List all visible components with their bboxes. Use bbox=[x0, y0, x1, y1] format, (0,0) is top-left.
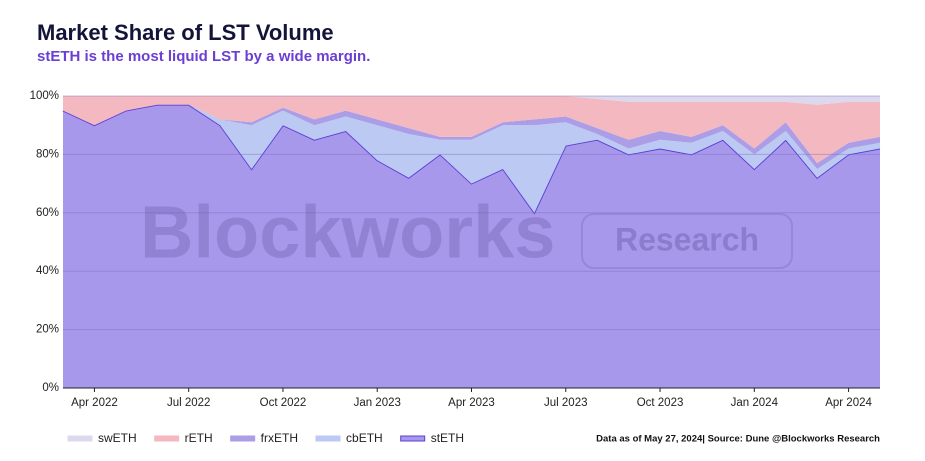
x-tick-label: Oct 2022 bbox=[260, 397, 307, 409]
legend-swatch bbox=[67, 435, 93, 442]
legend-label: rETH bbox=[185, 431, 213, 445]
legend-swatch bbox=[230, 435, 256, 442]
areas bbox=[62, 96, 881, 388]
chart-title: Market Share of LST Volume bbox=[37, 20, 334, 45]
source-note: Data as of May 27, 2024| Source: Dune @B… bbox=[596, 434, 880, 445]
legend-swatch bbox=[154, 435, 180, 442]
x-tick-label: Oct 2023 bbox=[637, 397, 684, 409]
y-tick-label: 40% bbox=[36, 265, 59, 277]
legend-label: swETH bbox=[98, 431, 137, 445]
area-steth bbox=[63, 104, 880, 388]
x-tick-label: Apr 2022 bbox=[71, 397, 118, 409]
y-tick-label: 60% bbox=[36, 207, 59, 219]
legend-label: frxETH bbox=[261, 431, 298, 445]
watermark-box bbox=[581, 213, 793, 269]
watermark-label: Research bbox=[615, 221, 759, 257]
area-cbeth bbox=[63, 104, 880, 213]
area-reth bbox=[63, 96, 880, 164]
y-tick-label: 100% bbox=[30, 90, 59, 102]
legend-label: stETH bbox=[431, 431, 464, 445]
chart-subtitle: stETH is the most liquid LST by a wide m… bbox=[37, 48, 370, 65]
x-tick-label: Apr 2023 bbox=[448, 397, 495, 409]
x-tick-label: Jul 2023 bbox=[544, 397, 587, 409]
y-tick-label: 0% bbox=[42, 382, 59, 394]
x-tick-label: Jul 2022 bbox=[167, 397, 210, 409]
y-tick-label: 20% bbox=[36, 324, 59, 336]
x-tick-label: Apr 2024 bbox=[825, 397, 872, 409]
watermark-brand: Blockworks bbox=[140, 191, 555, 274]
x-tick-label: Jan 2023 bbox=[354, 397, 401, 409]
legend-swatch bbox=[400, 435, 426, 442]
legend-label: cbETH bbox=[346, 431, 383, 445]
legend-swatch bbox=[315, 435, 341, 442]
x-tick-label: Jan 2024 bbox=[731, 397, 779, 409]
area-sweth bbox=[63, 96, 880, 105]
y-tick-label: 80% bbox=[36, 148, 59, 160]
